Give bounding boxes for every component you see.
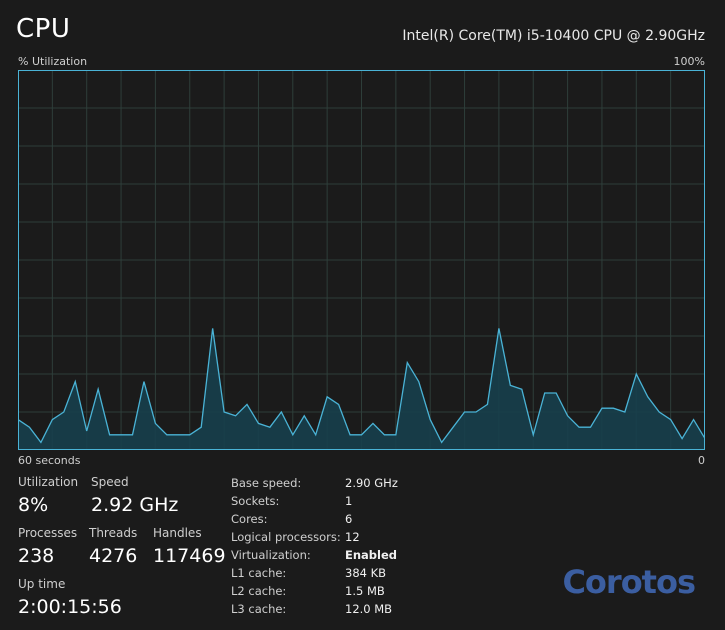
speed-label: Speed [91, 475, 129, 489]
spec-value-virtualization: Enabled [345, 548, 398, 562]
spec-value-base-speed: 2.90 GHz [345, 476, 398, 490]
spec-label-l2-cache: L2 cache: [231, 584, 287, 598]
utilization-value: 8% [18, 494, 49, 516]
x-axis-label: 60 seconds [18, 454, 81, 467]
handles-value: 117469 [153, 545, 226, 567]
watermark-logo: Corotos [562, 563, 696, 601]
threads-value: 4276 [89, 545, 138, 567]
spec-value-l3-cache: 12.0 MB [345, 602, 393, 616]
processes-value: 238 [18, 545, 55, 567]
threads-label: Threads [89, 526, 138, 540]
uptime-value: 2:00:15:56 [18, 596, 122, 618]
spec-label-l3-cache: L3 cache: [231, 602, 287, 616]
processes-label: Processes [18, 526, 78, 540]
cpu-model-name: Intel(R) Core(TM) i5-10400 CPU @ 2.90GHz [402, 28, 705, 44]
spec-label-sockets: Sockets: [231, 494, 280, 508]
graph-border [18, 70, 705, 450]
spec-value-cores: 6 [345, 512, 353, 526]
graph-grid [18, 70, 705, 450]
utilization-line [18, 328, 705, 444]
spec-label-l1-cache: L1 cache: [231, 566, 287, 580]
spec-value-sockets: 1 [345, 494, 353, 508]
y-axis-max-label: 100% [673, 55, 705, 68]
spec-value-l1-cache: 384 KB [345, 566, 387, 580]
x-axis-min-label: 0 [698, 454, 705, 467]
cpu-utilization-graph [18, 70, 705, 450]
spec-value-logical-processors: 12 [345, 530, 360, 544]
spec-value-l2-cache: 1.5 MB [345, 584, 385, 598]
handles-label: Handles [153, 526, 202, 540]
page-title: CPU [16, 14, 71, 44]
y-axis-label: % Utilization [18, 55, 88, 68]
speed-value: 2.92 GHz [91, 494, 179, 516]
utilization-area [18, 328, 705, 450]
spec-label-logical-processors: Logical processors: [231, 530, 341, 544]
spec-label-base-speed: Base speed: [231, 476, 302, 490]
utilization-label: Utilization [18, 475, 79, 489]
uptime-label: Up time [18, 577, 66, 591]
spec-label-cores: Cores: [231, 512, 268, 526]
spec-label-virtualization: Virtualization: [231, 548, 311, 562]
